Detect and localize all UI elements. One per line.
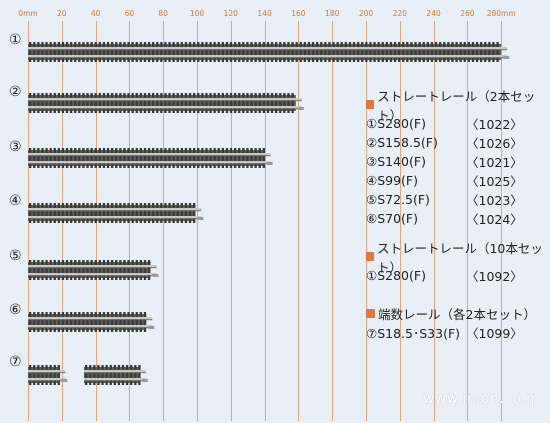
rail-segment [28,147,275,169]
list-item: ⑥S70(F) 〈1024〉 [366,209,546,228]
rail-segment [28,364,69,386]
grid-line [433,21,435,421]
group-header: ストレートレール（10本セット） [366,241,546,275]
ruler-tick-label: 240 [426,9,441,18]
group-title: ストレートレール（10本セット） [376,240,543,275]
grid-line [467,21,469,421]
item-name: ③S140(F) [366,154,426,169]
rail-segment [28,311,156,333]
item-name: ①S280(F) [366,116,426,131]
item-code: 〈1022〉 [466,117,523,132]
rail-segment [84,364,150,386]
item-name: ①S280(F) [366,268,426,283]
item-code: 〈1023〉 [466,193,523,208]
item-name: ⑥S70(F) [366,211,418,226]
row-number: ⑤ [9,248,22,264]
item-code: 〈1021〉 [466,155,523,170]
row-number: ⑦ [9,354,22,370]
grid-line [298,21,300,421]
ruler-tick-label: 20 [57,9,67,18]
ruler-tick-label: 200 [358,9,374,18]
group-header: 端数レール（各2本セット） [366,304,546,323]
rail-segment [28,41,511,63]
grid-line [197,21,198,421]
rail-segment [28,92,306,114]
ruler-tick-label: 0mm [18,9,38,18]
item-code: 〈1026〉 [466,136,523,151]
row-number: ④ [9,193,22,209]
ruler-tick-label: 40 [90,9,101,18]
ruler-tick-label: 60 [124,9,135,18]
grid-line [399,21,401,421]
grid-line [230,21,232,421]
group-title: 端数レール（各2本セット） [378,307,536,322]
item-code: 〈1025〉 [466,174,523,189]
group-header: ストレートレール（2本セット） [366,89,546,123]
list-item: ⑦S18.5･S33(F) 〈1099〉 [366,323,546,342]
row-number: ③ [9,139,22,155]
row-number: ① [9,32,22,48]
group-title: ストレートレール（2本セット） [377,88,536,123]
watermark: www.imon.co.jp [422,391,540,407]
grid-line [366,21,367,421]
ruler-tick-label: 260 [460,9,475,18]
item-name: ⑦S18.5･S33(F) [366,326,461,341]
ruler-tick-label: 120 [223,9,238,18]
ruler-tick-label: 160 [291,9,306,18]
list-item: ③S140(F) 〈1021〉 [366,152,546,171]
row-number: ② [9,84,22,100]
list-item: ④S99(F) 〈1025〉 [366,171,546,190]
item-name: ⑤S72.5(F) [366,192,430,207]
ruler-tick-label: 140 [257,9,272,18]
ruler-tick-label: 220 [392,9,407,18]
list-item: ⑤S72.5(F) 〈1023〉 [366,190,546,209]
ruler-tick-label: 280mm [486,9,516,18]
ruler-tick-label: 180 [325,9,340,18]
item-code: 〈1099〉 [466,326,523,341]
ruler-tick-label: 100 [189,9,205,18]
rail-segment [28,259,161,281]
grid-line [264,21,266,421]
grid-line [501,21,503,421]
item-code: 〈1092〉 [466,269,523,284]
item-code: 〈1024〉 [466,212,523,227]
rail-segment [28,202,205,224]
orange-square-icon [366,100,375,109]
list-item: ②S158.5(F) 〈1026〉 [366,133,546,152]
orange-square-icon [366,309,375,318]
grid-line [332,21,334,421]
row-number: ⑥ [9,302,22,318]
ruler-tick-label: 80 [158,9,168,18]
item-name: ②S158.5(F) [366,135,438,150]
item-name: ④S99(F) [366,173,418,188]
list-item: ①S280(F) 〈1092〉 [366,266,546,285]
list-item: ①S280(F) 〈1022〉 [366,114,546,133]
orange-square-icon [366,252,374,261]
product-list: ストレートレール（2本セット） ①S280(F) 〈1022〉 ②S158.5(F… [366,89,546,342]
